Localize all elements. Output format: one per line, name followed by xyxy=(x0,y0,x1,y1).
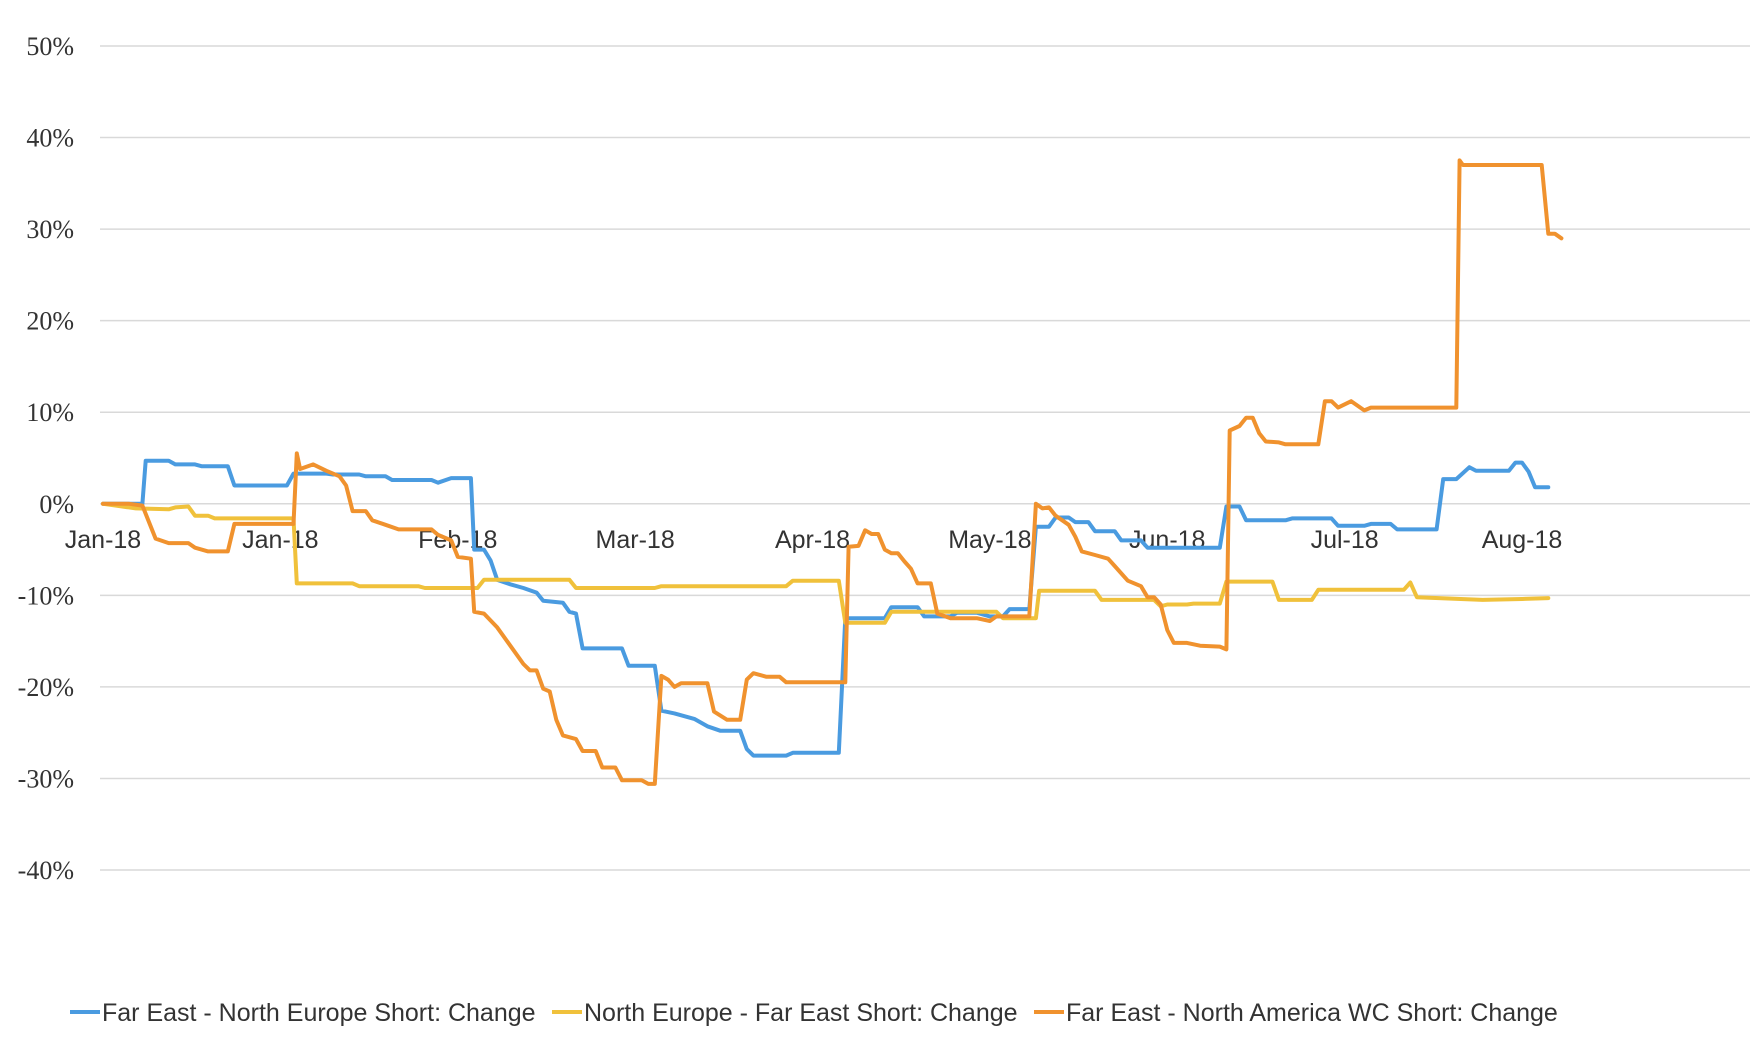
x-tick-label: May-18 xyxy=(948,526,1031,554)
y-tick-label: -20% xyxy=(18,673,74,702)
y-tick-label: 50% xyxy=(26,32,74,61)
x-tick-label: Jan-18 xyxy=(65,526,141,554)
x-tick-label: Mar-18 xyxy=(596,526,675,554)
x-tick-label: Aug-18 xyxy=(1482,526,1563,554)
series-line-3 xyxy=(101,158,1564,786)
legend-label: North Europe - Far East Short: Change xyxy=(584,999,1018,1027)
series-line-2 xyxy=(101,501,1551,625)
y-tick-label: 40% xyxy=(26,124,74,153)
x-tick-label: Jul-18 xyxy=(1311,526,1379,554)
series-line-1 xyxy=(101,458,1551,758)
x-axis-tick-labels: Jan-18 Jan-18 Feb-18 Mar-18 Apr-18 May-18 Jun-… xyxy=(65,526,1563,554)
gridlines xyxy=(100,45,1750,871)
legend: Far East - North Europe Short: Change Nor… xyxy=(70,999,1558,1027)
series-lines xyxy=(101,158,1564,786)
y-tick-label: -30% xyxy=(18,764,74,793)
y-tick-label: 10% xyxy=(26,398,74,427)
y-tick-label: 20% xyxy=(26,307,74,336)
y-tick-label: 0% xyxy=(39,490,74,519)
legend-label: Far East - North Europe Short: Change xyxy=(102,999,536,1027)
x-tick-label: Jan-18 xyxy=(242,526,318,554)
legend-label: Far East - North America WC Short: Chang… xyxy=(1066,999,1558,1027)
y-tick-label: -10% xyxy=(18,581,74,610)
x-tick-label: Apr-18 xyxy=(775,526,850,554)
y-tick-label: -40% xyxy=(18,856,74,885)
y-tick-label: 30% xyxy=(26,215,74,244)
y-axis-tick-labels: 50% 40% 30% 20% 10% 0% -10% -20% -30% -40% xyxy=(18,32,74,885)
